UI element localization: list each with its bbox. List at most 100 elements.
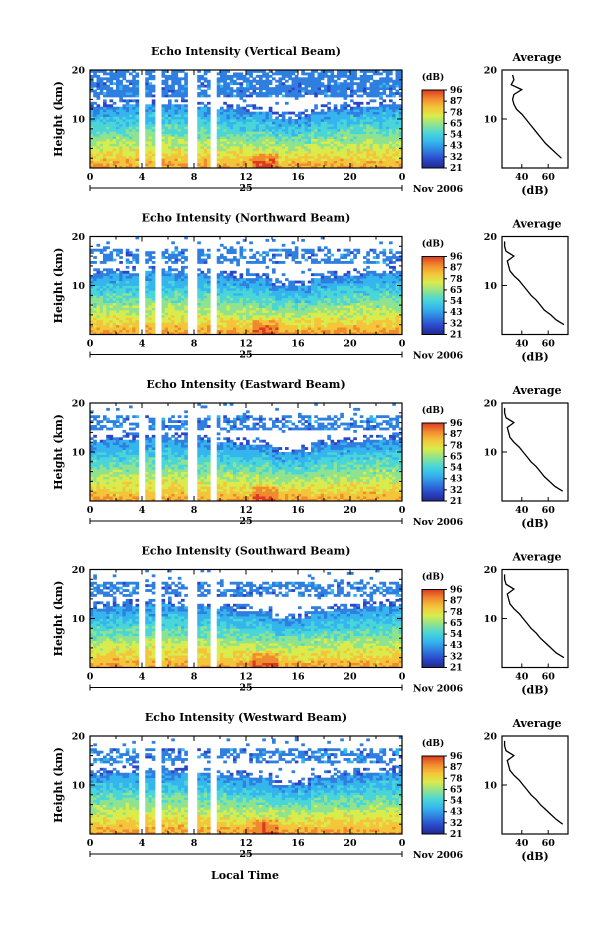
profile-x-tick-label: 60 <box>542 172 556 183</box>
x-tick-label: 16 <box>291 672 305 683</box>
x-tick-label: 4 <box>139 672 146 683</box>
colorbar-tick-label: 54 <box>450 131 463 141</box>
y-axis-label: Height (km) <box>52 414 65 490</box>
x-tick-label: 8 <box>191 339 198 350</box>
profile-line <box>503 574 565 659</box>
echo-heatmap <box>90 736 403 835</box>
x-tick-label: 12 <box>239 172 252 183</box>
profile-x-label: (dB) <box>521 184 548 197</box>
colorbar-tick-label: 54 <box>450 297 463 307</box>
profile-x-label: (dB) <box>521 351 548 364</box>
colorbar-tick-label: 54 <box>450 630 463 640</box>
y-axis-label: Height (km) <box>52 747 65 823</box>
y-tick-label: 20 <box>72 732 86 743</box>
y-tick-label: 10 <box>72 781 86 792</box>
colorbar-unit: (dB) <box>422 738 444 749</box>
month-year-label: Nov 2006 <box>413 517 464 528</box>
colorbar-tick-label: 43 <box>450 475 463 485</box>
panel-title: Echo Intensity (Southward Beam) <box>142 545 351 558</box>
x-tick-label: 20 <box>343 838 357 849</box>
panel-title: Echo Intensity (Eastward Beam) <box>146 378 345 391</box>
colorbar-tick-label: 78 <box>450 608 463 618</box>
colorbar-unit: (dB) <box>422 572 444 583</box>
colorbar-tick-label: 96 <box>450 752 463 762</box>
x-tick-label: 20 <box>343 672 357 683</box>
profile-title: Average <box>511 218 561 231</box>
x-tick-label: 12 <box>239 838 252 849</box>
colorbar-unit: (dB) <box>422 72 444 83</box>
profile-x-tick-label: 60 <box>542 672 556 683</box>
panel-4: Echo Intensity (Southward Beam) 20 10 Heigh… <box>52 545 569 697</box>
x-tick-label: 0 <box>399 172 406 183</box>
colorbar-tick-label: 32 <box>450 319 463 329</box>
colorbar-tick-label: 87 <box>450 430 463 440</box>
x-tick-label: 4 <box>139 339 146 350</box>
colorbar-tick-label: 96 <box>450 253 463 263</box>
colorbar-tick-label: 32 <box>450 153 463 163</box>
y-tick-label: 10 <box>72 614 86 625</box>
colorbar-tick-label: 65 <box>450 286 463 296</box>
profile-x-tick-label: 40 <box>515 672 529 683</box>
profile-y-tick-label: 20 <box>484 399 498 410</box>
y-axis-label: Height (km) <box>52 248 65 324</box>
profile-y-tick-label: 10 <box>484 781 498 792</box>
profile-x-tick-label: 60 <box>542 339 556 350</box>
colorbar-tick-label: 43 <box>450 308 463 318</box>
profile-x-tick-label: 40 <box>515 172 529 183</box>
x-tick-label: 0 <box>87 505 94 516</box>
x-tick-label: 8 <box>191 672 198 683</box>
colorbar-tick-label: 87 <box>450 597 463 607</box>
x-tick-label: 16 <box>291 505 305 516</box>
colorbar-tick-label: 87 <box>450 264 463 274</box>
panel-5: Echo Intensity (Westward Beam) 20 10 Height… <box>52 711 569 863</box>
profile-y-tick-label: 10 <box>484 448 498 459</box>
colorbar-tick-label: 65 <box>450 619 463 629</box>
profile-line <box>503 241 565 326</box>
x-tick-label: 16 <box>291 339 305 350</box>
colorbar-tick-label: 78 <box>450 441 463 451</box>
day-label: 25 <box>239 516 252 527</box>
x-tick-label: 4 <box>139 505 146 516</box>
month-year-label: Nov 2006 <box>413 684 464 695</box>
echo-heatmap <box>90 403 403 502</box>
panel-2: Echo Intensity (Northward Beam) 20 10 Heigh… <box>52 212 569 364</box>
colorbar-tick-label: 65 <box>450 119 463 129</box>
profile-line <box>510 74 562 159</box>
colorbar-tick-label: 21 <box>450 664 463 674</box>
panel-title: Echo Intensity (Vertical Beam) <box>151 45 341 58</box>
profile-x-label: (dB) <box>521 850 548 863</box>
echo-heatmap <box>90 236 403 335</box>
x-tick-label: 12 <box>239 672 252 683</box>
profile-title: Average <box>511 384 561 397</box>
panel-1: Echo Intensity (Vertical Beam) 20 10 Height… <box>52 45 569 197</box>
profile-title: Average <box>511 551 561 564</box>
profile-y-tick-label: 10 <box>484 614 498 625</box>
x-tick-label: 4 <box>139 172 146 183</box>
panel-3: Echo Intensity (Eastward Beam) 20 10 Height… <box>52 378 569 530</box>
profile-title: Average <box>511 51 561 64</box>
x-tick-label: 0 <box>399 339 406 350</box>
colorbar-tick-label: 21 <box>450 497 463 507</box>
x-tick-label: 20 <box>343 339 357 350</box>
x-tick-label: 0 <box>87 339 94 350</box>
colorbar-tick-label: 32 <box>450 819 463 829</box>
day-label: 25 <box>239 849 252 860</box>
x-tick-label: 0 <box>87 172 94 183</box>
colorbar-tick-label: 43 <box>450 142 463 152</box>
day-label: 25 <box>239 350 252 361</box>
colorbar-tick-label: 32 <box>450 652 463 662</box>
profile-line <box>503 407 564 492</box>
profile-y-tick-label: 10 <box>484 115 498 126</box>
x-tick-label: 8 <box>191 838 198 849</box>
month-year-label: Nov 2006 <box>413 351 464 362</box>
profile-x-tick-label: 40 <box>515 505 529 516</box>
x-tick-label: 8 <box>191 172 198 183</box>
colorbar <box>421 589 445 668</box>
profile-y-tick-label: 20 <box>484 232 498 243</box>
y-tick-label: 20 <box>72 399 86 410</box>
colorbar-tick-label: 21 <box>450 830 463 840</box>
panel-title: Echo Intensity (Westward Beam) <box>145 711 347 724</box>
month-year-label: Nov 2006 <box>413 184 464 195</box>
echo-heatmap <box>90 70 403 169</box>
